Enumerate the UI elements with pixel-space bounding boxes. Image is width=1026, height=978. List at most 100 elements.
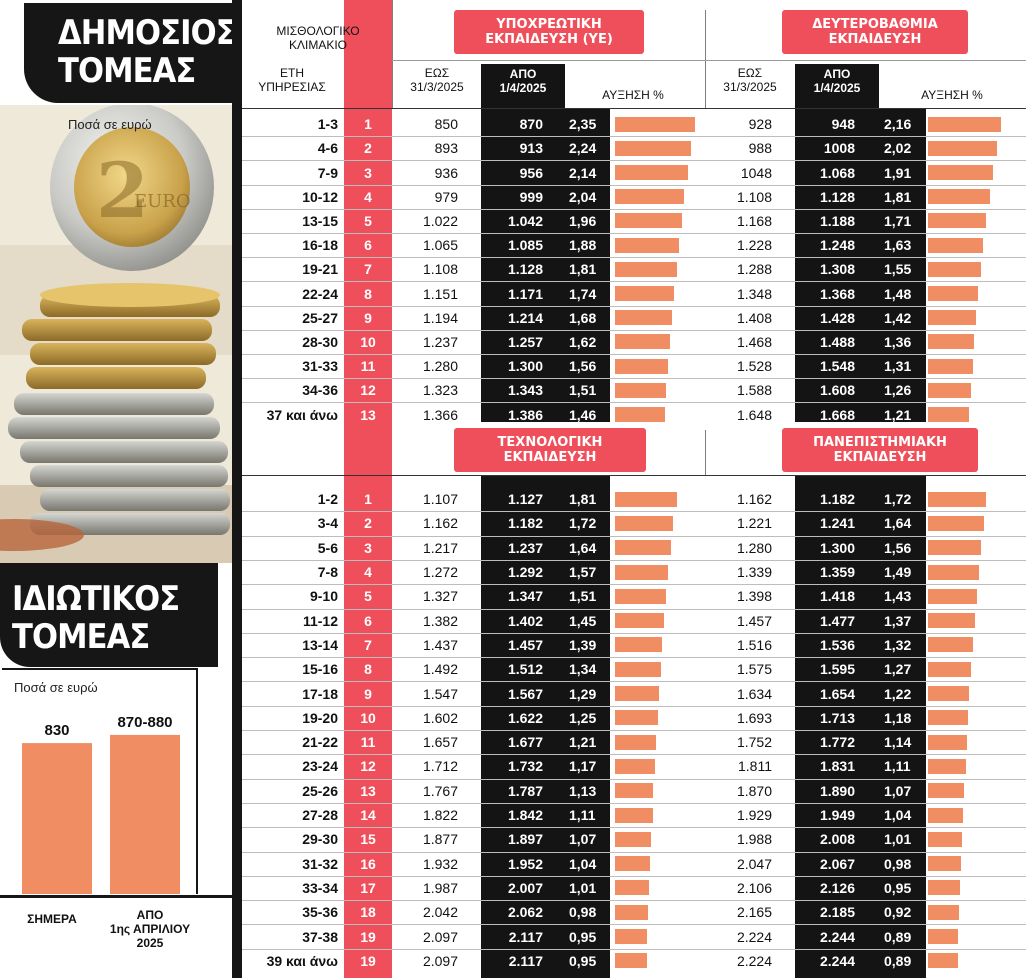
bottom-grade-13: 14 bbox=[360, 807, 376, 824]
top-right-pct-10: 1,31 bbox=[884, 358, 912, 375]
top-right-until-8: 1.408 bbox=[736, 309, 772, 326]
top-right-until-0: 928 bbox=[748, 116, 772, 133]
top-left-pct-1: 2,24 bbox=[569, 140, 597, 157]
bottom-grade-7: 8 bbox=[364, 661, 372, 678]
bottom-grade-3: 4 bbox=[364, 564, 372, 581]
bottom-left-from-0: 1.127 bbox=[507, 491, 543, 508]
bottom-right-until-11: 1.811 bbox=[738, 758, 772, 775]
bottom-grade-10: 11 bbox=[360, 734, 376, 751]
svg-text:2: 2 bbox=[96, 146, 149, 235]
top-grade-1: 2 bbox=[364, 140, 372, 157]
top-right-pct-12: 1,21 bbox=[884, 406, 912, 423]
bottom-left-until-18: 2.097 bbox=[422, 928, 458, 945]
top-right-until-4: 1.168 bbox=[736, 212, 772, 229]
top-right-bar-6 bbox=[928, 261, 981, 277]
bottom-left-bar-15 bbox=[615, 856, 651, 872]
bottom-right-until-12: 1.870 bbox=[736, 782, 772, 799]
private-amounts-note: Ποσά σε ευρώ bbox=[14, 680, 98, 695]
top-left-bar-3 bbox=[615, 189, 685, 205]
top-right-until-9: 1.468 bbox=[736, 333, 772, 350]
bottom-grade-1: 2 bbox=[364, 515, 372, 532]
bottom-left-pct-10: 1,21 bbox=[569, 734, 597, 751]
bottom-right-bar-16 bbox=[928, 880, 961, 896]
top-right-from-10: 1.548 bbox=[819, 358, 855, 375]
top-grade-7: 8 bbox=[364, 285, 372, 302]
bottom-right-pct-15: 0,98 bbox=[884, 855, 912, 872]
top-left-pct-3: 2,04 bbox=[569, 188, 597, 205]
top-right-pct-6: 1,55 bbox=[884, 261, 912, 278]
bottom-right-pct-8: 1,22 bbox=[884, 685, 912, 702]
top-left-bar-12 bbox=[615, 407, 665, 422]
top-left-pct-7: 1,74 bbox=[569, 285, 597, 302]
top-right-from-5: 1.248 bbox=[819, 237, 855, 254]
bottom-left-bar-19 bbox=[615, 953, 648, 969]
bottom-left-bar-11 bbox=[615, 758, 655, 774]
bottom-right-from-0: 1.182 bbox=[819, 491, 855, 508]
bottom-left-pct-19: 0,95 bbox=[569, 952, 597, 969]
private-bar-1 bbox=[110, 734, 180, 894]
bottom-years-13: 27-28 bbox=[302, 807, 338, 824]
bottom-right-until-15: 2.047 bbox=[736, 855, 772, 872]
bottom-right-from-13: 1.949 bbox=[819, 807, 855, 824]
coin-stack-illustration: 2 EURO bbox=[0, 105, 236, 563]
bottom-right-until-16: 2.106 bbox=[736, 879, 772, 896]
bottom-years-3: 7-8 bbox=[317, 564, 338, 581]
de-from-column-bg bbox=[795, 65, 879, 978]
bottom-right-bar-14 bbox=[928, 831, 963, 847]
top-left-from-4: 1.042 bbox=[507, 212, 543, 229]
bottom-years-5: 11-12 bbox=[302, 612, 338, 629]
top-years-12: 37 και άνω bbox=[266, 406, 338, 423]
ye-until-header: ΕΩΣ 31/3/2025 bbox=[410, 66, 464, 94]
bottom-left-from-7: 1.512 bbox=[507, 661, 543, 678]
top-grade-11: 12 bbox=[360, 382, 376, 399]
ye-section-title: ΥΠΟΧΡΕΩΤΙΚΗ ΕΚΠΑΙΔΕΥΣΗ (ΥΕ) bbox=[454, 10, 644, 54]
top-right-pct-7: 1,48 bbox=[884, 285, 912, 302]
top-left-until-4: 1.022 bbox=[422, 212, 458, 229]
top-left-until-1: 893 bbox=[434, 140, 458, 157]
private-bar-label-today: ΣΗΜΕΡΑ bbox=[27, 912, 77, 926]
bottom-left-pct-14: 1,07 bbox=[569, 831, 597, 848]
bottom-left-until-5: 1.382 bbox=[422, 612, 458, 629]
grade-header: ΜΙΣΘΟΛΟΓΙΚΟ ΚΛΙΜΑΚΙΟ bbox=[276, 24, 360, 52]
bottom-right-from-2: 1.300 bbox=[819, 539, 855, 556]
bottom-left-pct-13: 1,11 bbox=[569, 807, 596, 824]
top-left-until-2: 936 bbox=[434, 164, 458, 181]
ye-from-header: ΑΠΟ 1/4/2025 bbox=[481, 64, 565, 108]
bottom-left-from-3: 1.292 bbox=[507, 564, 543, 581]
bottom-right-until-19: 2.224 bbox=[736, 952, 772, 969]
bottom-left-from-6: 1.457 bbox=[507, 636, 543, 653]
bottom-left-until-4: 1.327 bbox=[422, 588, 458, 605]
top-left-until-9: 1.237 bbox=[422, 333, 458, 350]
top-left-pct-4: 1,96 bbox=[569, 212, 597, 229]
bottom-grade-8: 9 bbox=[364, 685, 372, 702]
bottom-right-until-5: 1.457 bbox=[736, 612, 772, 629]
bottom-left-pct-5: 1,45 bbox=[569, 612, 597, 629]
top-grade-5: 6 bbox=[364, 237, 372, 254]
bottom-right-from-19: 2.244 bbox=[819, 952, 855, 969]
bottom-left-from-19: 2.117 bbox=[508, 952, 543, 969]
private-bar-value-1: 870-880 bbox=[117, 714, 172, 731]
public-sector-title: ΔΗΜΟΣΙΟΣ ΤΟΜΕΑΣ bbox=[58, 13, 237, 91]
top-grade-10: 11 bbox=[360, 358, 376, 375]
bottom-right-from-1: 1.241 bbox=[819, 515, 855, 532]
bottom-years-6: 13-14 bbox=[302, 636, 338, 653]
bottom-left-until-10: 1.657 bbox=[422, 734, 458, 751]
bottom-left-until-12: 1.767 bbox=[422, 782, 458, 799]
bottom-right-from-12: 1.890 bbox=[819, 782, 855, 799]
bottom-years-16: 33-34 bbox=[302, 879, 338, 896]
top-right-bar-12 bbox=[928, 407, 970, 422]
bottom-left-pct-16: 1,01 bbox=[569, 879, 597, 896]
bottom-right-pct-2: 1,56 bbox=[884, 539, 912, 556]
bottom-right-pct-3: 1,49 bbox=[884, 564, 912, 581]
top-left-bar-9 bbox=[615, 334, 671, 350]
bottom-left-bar-4 bbox=[615, 588, 667, 604]
bottom-right-until-0: 1.162 bbox=[736, 491, 772, 508]
bottom-right-pct-5: 1,37 bbox=[884, 612, 912, 629]
bottom-right-bar-3 bbox=[928, 564, 979, 580]
bottom-right-until-2: 1.280 bbox=[736, 539, 772, 556]
ye-from-column-bg bbox=[481, 65, 565, 978]
top-left-until-3: 979 bbox=[434, 188, 458, 205]
de-section-title: ΔΕΥΤΕΡΟΒΑΘΜΙΑ ΕΚΠΑΙΔΕΥΣΗ bbox=[782, 10, 968, 54]
top-years-6: 19-21 bbox=[302, 261, 338, 278]
bottom-left-bar-2 bbox=[615, 540, 671, 556]
